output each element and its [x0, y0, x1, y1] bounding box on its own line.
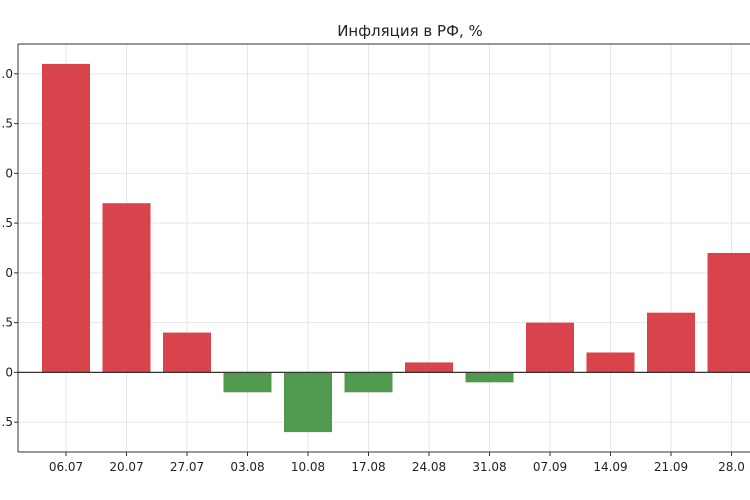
grid [18, 44, 750, 452]
y-tick-label: .0 [2, 67, 13, 81]
x-tick-label: 20.07 [109, 460, 143, 474]
bar-06.07 [42, 63, 90, 373]
x-tick-label: 14.09 [593, 460, 627, 474]
bar-27.07 [163, 332, 211, 373]
x-tick-label: 10.08 [291, 460, 325, 474]
bar-17.08 [344, 372, 393, 393]
x-tick-label: 28.0 [718, 460, 745, 474]
y-tick-label: 0 [5, 266, 13, 280]
y-tick-label: .5 [2, 216, 13, 230]
y-tick-label: 0 [5, 365, 13, 379]
bar-07.09 [526, 322, 574, 373]
bars [42, 63, 750, 433]
x-tick-label: 24.08 [412, 460, 446, 474]
x-tick-label: 03.08 [230, 460, 264, 474]
bar-03.08 [223, 372, 272, 393]
x-tick-label: 06.07 [49, 460, 83, 474]
x-tick-label: 27.07 [170, 460, 204, 474]
x-tick-label: 17.08 [351, 460, 385, 474]
x-tick-label: 07.09 [533, 460, 567, 474]
bar-14.09 [586, 352, 635, 373]
x-tick-label: 21.09 [654, 460, 688, 474]
bar-10.08 [284, 372, 332, 433]
y-tick-label: .5 [2, 316, 13, 330]
y-tick-label: .5 [2, 415, 13, 429]
bar-21.09 [647, 312, 695, 373]
y-tick-label: .5 [2, 117, 13, 131]
bar-20.07 [102, 203, 151, 373]
axes [14, 43, 750, 456]
x-tick-label: 31.08 [472, 460, 506, 474]
chart-title: Инфляция в РФ, % [337, 22, 483, 40]
bar-24.08 [405, 362, 453, 373]
bar-28.09 [707, 252, 750, 373]
bar-31.08 [465, 372, 514, 383]
tick-labels: .5 0 .5 0 .5 0 .5 .0 06.07 20.07 27.07 03.08 10.08 17… [2, 67, 745, 474]
y-tick-label: 0 [5, 166, 13, 180]
